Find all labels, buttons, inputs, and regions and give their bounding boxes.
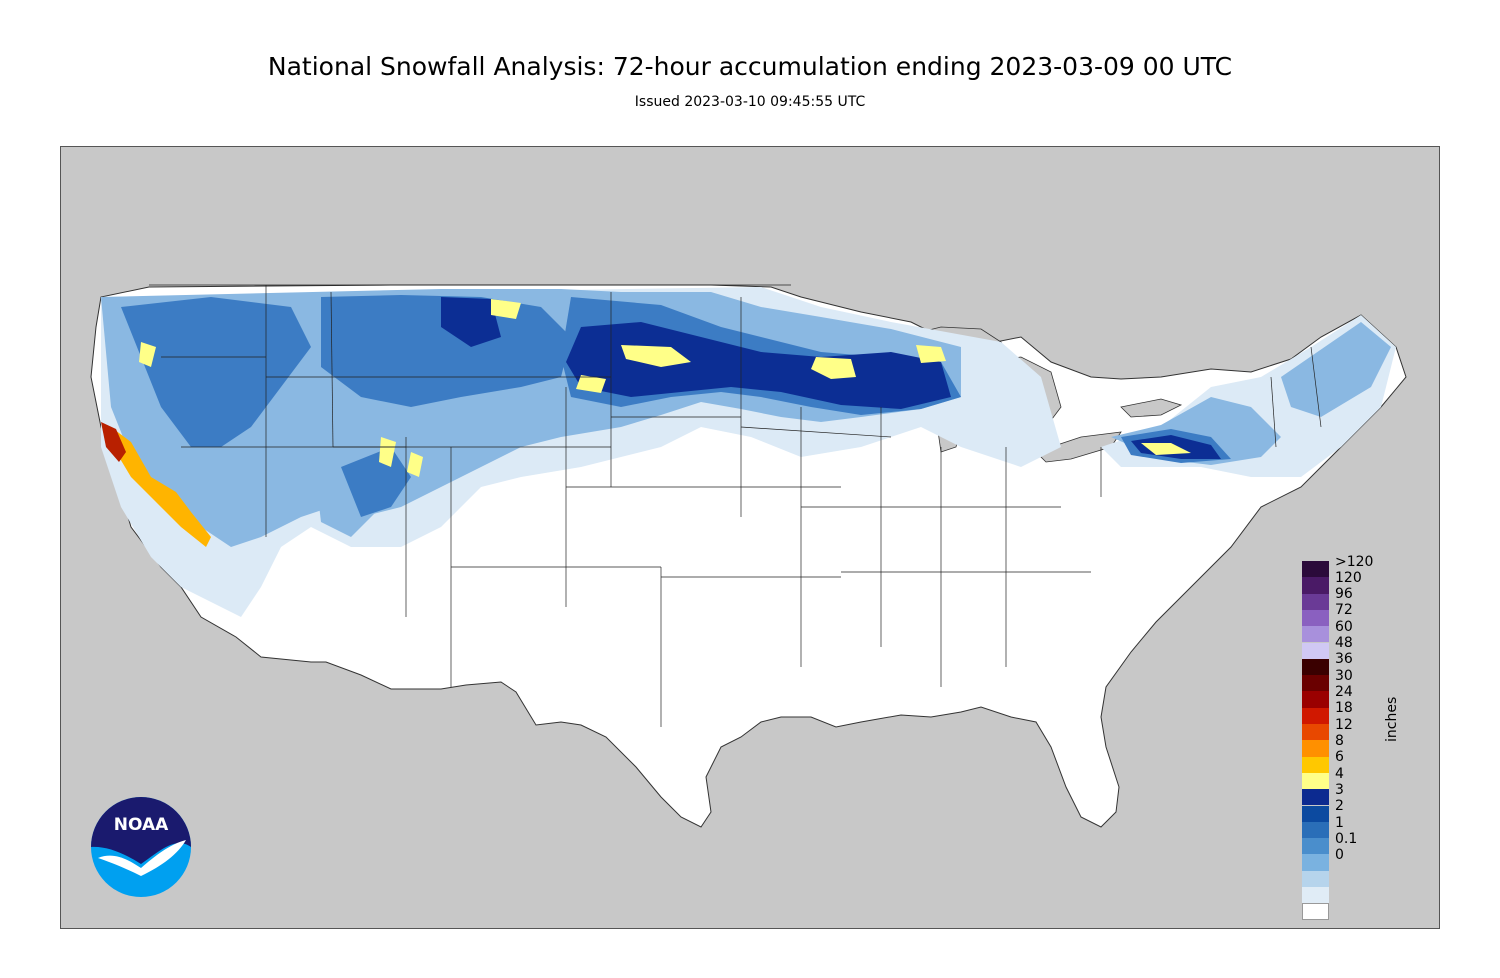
legend-swatch bbox=[1302, 740, 1329, 757]
legend-label: 120 bbox=[1335, 570, 1362, 586]
legend-label: 6 bbox=[1335, 749, 1344, 765]
legend-swatch bbox=[1302, 887, 1329, 904]
legend-label: 3 bbox=[1335, 782, 1344, 798]
legend-label: 60 bbox=[1335, 619, 1353, 635]
map-subtitle: Issued 2023-03-10 09:45:55 UTC bbox=[634, 94, 866, 110]
legend-swatch bbox=[1302, 854, 1329, 871]
legend-label: 48 bbox=[1335, 635, 1353, 651]
legend-label: 36 bbox=[1335, 651, 1353, 667]
legend-label: 1 bbox=[1335, 815, 1344, 831]
legend-label: 24 bbox=[1335, 684, 1353, 700]
legend-label: 18 bbox=[1335, 700, 1353, 716]
legend-swatch bbox=[1302, 838, 1329, 855]
legend-swatch bbox=[1302, 577, 1329, 594]
legend-swatch bbox=[1302, 561, 1329, 578]
legend-swatch bbox=[1302, 658, 1329, 676]
legend-swatch bbox=[1302, 691, 1329, 708]
legend-swatch bbox=[1302, 756, 1329, 773]
legend-swatch bbox=[1302, 593, 1329, 610]
legend-label: 72 bbox=[1335, 602, 1353, 618]
legend-swatch bbox=[1302, 772, 1329, 790]
snow-sierra bbox=[111, 427, 211, 547]
snow-deep bbox=[139, 299, 1191, 477]
snow-sierra-core bbox=[101, 422, 126, 462]
legend-swatch bbox=[1302, 724, 1329, 741]
legend-swatch bbox=[1302, 903, 1329, 920]
legend-label: >120 bbox=[1335, 554, 1374, 570]
legend-swatch bbox=[1302, 821, 1329, 839]
legend-label: 12 bbox=[1335, 717, 1353, 733]
legend-label: 4 bbox=[1335, 766, 1344, 782]
legend-label: 96 bbox=[1335, 586, 1353, 602]
map-canvas bbox=[90, 284, 1407, 828]
legend-swatch bbox=[1302, 805, 1329, 822]
map-title: National Snowfall Analysis: 72-hour accu… bbox=[267, 52, 1233, 81]
noaa-logo-text: NOAA bbox=[114, 815, 169, 835]
legend-label: 8 bbox=[1335, 733, 1344, 749]
legend-swatch bbox=[1302, 870, 1329, 887]
legend-label: 0.1 bbox=[1335, 831, 1358, 847]
legend-swatch bbox=[1302, 609, 1329, 627]
legend-label: 30 bbox=[1335, 668, 1353, 684]
legend-label: 2 bbox=[1335, 798, 1344, 814]
legend-swatch bbox=[1302, 789, 1329, 806]
legend-swatch bbox=[1302, 626, 1329, 643]
legend-units: inches bbox=[1384, 696, 1400, 742]
state-borders bbox=[149, 284, 1322, 727]
lake-ontario bbox=[1120, 398, 1183, 418]
legend-swatch bbox=[1302, 707, 1329, 724]
snowfall-map bbox=[60, 146, 1440, 929]
legend-swatch bbox=[1302, 675, 1329, 692]
legend-label: 0 bbox=[1335, 847, 1344, 863]
legend-swatch bbox=[1302, 642, 1329, 659]
noaa-logo-icon: NOAA bbox=[90, 796, 192, 898]
